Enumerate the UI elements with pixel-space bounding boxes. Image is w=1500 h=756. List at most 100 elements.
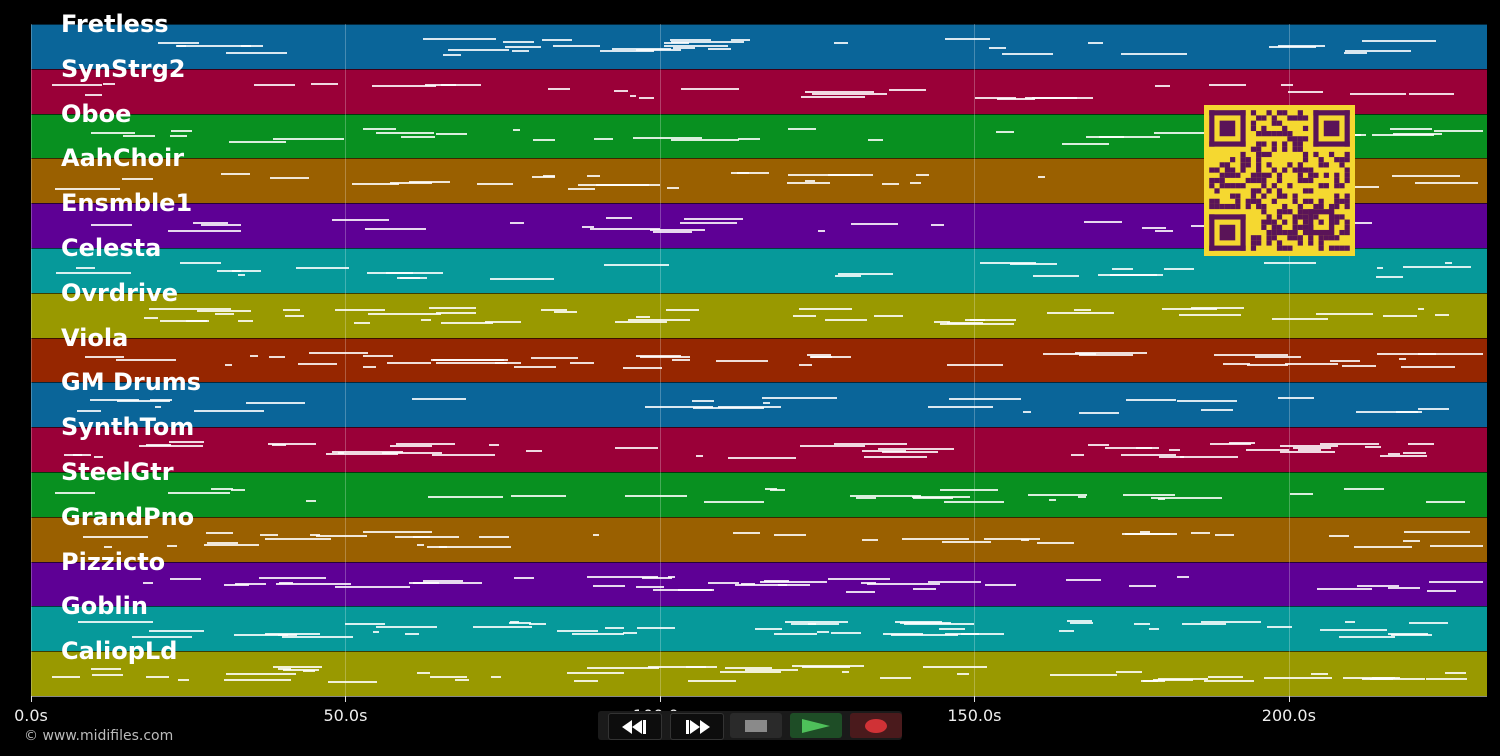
note xyxy=(764,579,789,582)
note xyxy=(1177,400,1237,403)
track-row[interactable] xyxy=(31,516,1487,562)
note xyxy=(167,491,231,494)
note xyxy=(1393,132,1443,135)
note xyxy=(1408,442,1435,445)
note xyxy=(427,496,503,499)
note xyxy=(512,128,521,131)
record-button[interactable] xyxy=(850,713,902,738)
note xyxy=(409,581,440,584)
fast-forward-button[interactable] xyxy=(670,713,724,740)
note xyxy=(1362,39,1436,42)
note xyxy=(827,577,891,580)
track-row[interactable] xyxy=(31,382,1487,428)
note xyxy=(1191,306,1244,309)
note xyxy=(568,187,596,190)
note xyxy=(1139,531,1150,534)
note xyxy=(443,53,461,56)
note xyxy=(55,188,121,191)
note xyxy=(1425,501,1465,504)
note xyxy=(928,581,982,584)
note xyxy=(1387,453,1401,456)
note xyxy=(1377,353,1437,356)
note xyxy=(1408,621,1449,624)
transport-controls xyxy=(598,711,902,740)
note xyxy=(824,319,867,321)
note xyxy=(1032,97,1094,100)
note xyxy=(669,39,712,42)
note xyxy=(166,307,231,310)
note xyxy=(1213,354,1289,357)
note xyxy=(1317,588,1373,591)
note xyxy=(390,445,433,448)
qr-code-icon xyxy=(1209,110,1350,251)
note xyxy=(666,309,699,312)
note xyxy=(167,229,242,232)
note xyxy=(279,582,294,585)
time-gridline xyxy=(345,24,347,696)
note xyxy=(400,135,436,138)
rewind-button[interactable] xyxy=(608,713,662,740)
note xyxy=(808,622,817,625)
track-divider xyxy=(31,158,1487,160)
track-row[interactable] xyxy=(31,248,1487,293)
track-row[interactable] xyxy=(31,472,1487,517)
note xyxy=(275,583,351,586)
note xyxy=(671,41,745,44)
track-divider xyxy=(31,561,1487,563)
note xyxy=(587,575,659,578)
track-row[interactable] xyxy=(31,337,1487,383)
time-gridline xyxy=(974,24,976,696)
note xyxy=(895,620,943,623)
note xyxy=(635,354,682,357)
note xyxy=(1408,93,1454,96)
note xyxy=(645,406,713,409)
track-row[interactable] xyxy=(31,651,1487,696)
track-row[interactable] xyxy=(31,606,1487,652)
note xyxy=(902,537,970,540)
track-divider xyxy=(31,651,1487,653)
note xyxy=(695,454,704,457)
note xyxy=(664,41,689,44)
stop-button[interactable] xyxy=(730,713,782,738)
note xyxy=(143,581,154,584)
note xyxy=(604,626,625,629)
note xyxy=(217,269,242,272)
track-row[interactable] xyxy=(31,292,1487,338)
track-label: AahChoir xyxy=(61,144,185,173)
note xyxy=(514,577,534,580)
note xyxy=(841,671,850,674)
note xyxy=(1168,448,1180,451)
note xyxy=(308,351,368,354)
note xyxy=(169,441,205,444)
note xyxy=(1292,447,1332,450)
note xyxy=(1087,443,1110,446)
note xyxy=(76,266,96,269)
note xyxy=(103,83,115,86)
note xyxy=(302,669,315,672)
note xyxy=(1445,262,1452,265)
note xyxy=(759,580,828,583)
note xyxy=(1364,445,1382,448)
note xyxy=(1036,542,1074,545)
note xyxy=(436,132,468,135)
time-tick xyxy=(659,696,661,702)
track-row[interactable] xyxy=(31,24,1487,69)
note xyxy=(315,534,367,537)
note xyxy=(541,39,573,42)
track-row[interactable] xyxy=(31,561,1487,607)
play-button[interactable] xyxy=(790,713,842,738)
note xyxy=(1417,308,1425,311)
note xyxy=(762,401,770,404)
note xyxy=(103,546,112,549)
track-divider xyxy=(31,113,1487,115)
note xyxy=(432,359,509,362)
note xyxy=(911,496,971,499)
note xyxy=(413,535,460,538)
track-row[interactable] xyxy=(31,427,1487,472)
note xyxy=(614,90,628,93)
note xyxy=(681,88,739,91)
note xyxy=(578,184,649,187)
note xyxy=(510,494,567,497)
note xyxy=(1208,675,1244,678)
copyright-text: © www.midifiles.com xyxy=(24,728,174,744)
